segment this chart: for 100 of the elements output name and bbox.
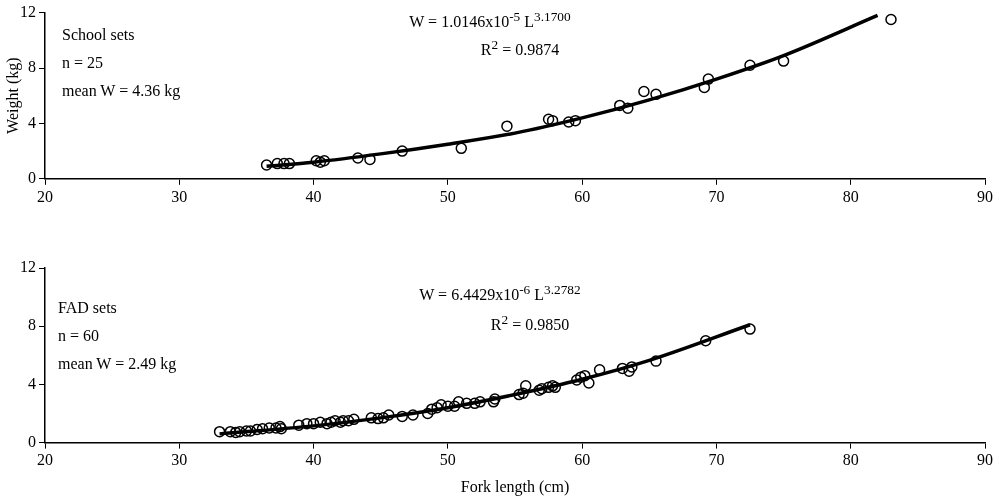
x-tick-label: 70 [708, 187, 725, 205]
point [448, 400, 461, 412]
annotation: n = 25 [62, 54, 104, 72]
point [364, 153, 376, 166]
point [342, 415, 355, 427]
y-tick-label: 0 [28, 432, 36, 450]
point [278, 157, 290, 170]
point [571, 374, 583, 386]
point [542, 381, 555, 394]
point [435, 399, 447, 411]
point [325, 416, 337, 428]
point [372, 412, 384, 425]
x-tick-label: 60 [574, 451, 591, 469]
point [650, 88, 662, 101]
x-tick-label: 30 [171, 187, 188, 205]
y-tick-label: 8 [28, 58, 36, 76]
point [271, 157, 284, 170]
point [579, 369, 591, 382]
x-tick-label: 20 [37, 187, 53, 205]
point [626, 361, 638, 373]
point [501, 120, 513, 132]
point [513, 388, 525, 401]
point [613, 99, 626, 112]
x-tick-label: 50 [439, 187, 456, 205]
point [583, 377, 595, 389]
point [519, 380, 532, 392]
point [452, 396, 465, 408]
x-tick-label: 40 [305, 187, 322, 205]
point [638, 85, 650, 98]
y-tick-label: 8 [28, 316, 36, 334]
point [622, 102, 634, 114]
point [885, 13, 897, 26]
point [562, 116, 575, 128]
point [569, 114, 582, 127]
point [699, 335, 712, 347]
y-tick-label: 4 [28, 374, 36, 392]
y-tick-label: 12 [20, 258, 36, 276]
y-tick-label: 12 [20, 2, 36, 20]
point [442, 400, 454, 412]
point [383, 409, 395, 421]
annotation: W = 6.4429x10$^{-6}$ L$^{3.2782}$ [419, 281, 581, 305]
point [425, 403, 438, 415]
point [213, 425, 226, 438]
point [702, 73, 715, 85]
point [307, 417, 320, 430]
point [616, 362, 629, 375]
point [575, 371, 587, 383]
point [460, 397, 473, 410]
annotation: R$^{2}$ = 0.9874 [480, 36, 560, 60]
point [256, 423, 269, 435]
point [301, 417, 313, 430]
point [421, 407, 434, 420]
point [229, 426, 242, 439]
x-tick-label: 20 [37, 451, 53, 469]
point [314, 156, 327, 168]
point [310, 155, 323, 167]
x-tick-label: 90 [977, 187, 993, 205]
x-tick-label: 40 [305, 451, 322, 469]
point [431, 401, 443, 414]
x-tick-label: 50 [439, 451, 456, 469]
point [348, 413, 360, 426]
point [517, 387, 529, 399]
point [251, 423, 263, 436]
point [270, 422, 282, 434]
y-tick-label: 0 [28, 169, 36, 186]
y-tick-label: 4 [28, 113, 36, 131]
point [244, 425, 257, 437]
y-axis-title: Weight (kg) [3, 57, 22, 134]
point [260, 159, 273, 171]
annotation: School sets [62, 26, 135, 44]
annotation: R$^{2}$ = 0.9850 [490, 311, 570, 335]
point [352, 152, 364, 164]
point [240, 425, 253, 437]
x-tick-label: 70 [708, 451, 725, 469]
point [650, 355, 662, 367]
x-tick-label: 80 [842, 187, 859, 205]
point [468, 397, 481, 410]
point [283, 157, 296, 170]
annotation: mean W = 2.49 kg [58, 355, 177, 373]
point [744, 59, 756, 71]
point [321, 417, 333, 430]
point [314, 416, 327, 428]
point [224, 425, 237, 438]
point [293, 419, 305, 431]
x-tick-label: 80 [842, 451, 859, 469]
point [546, 114, 559, 127]
x-tick-label: 30 [171, 451, 188, 469]
x-tick-label: 90 [977, 451, 993, 469]
x-axis-title: Fork length (cm) [460, 477, 570, 496]
point [318, 155, 331, 167]
point [233, 425, 246, 438]
point [698, 81, 711, 94]
point [474, 396, 486, 408]
point [263, 422, 276, 434]
point [777, 55, 790, 67]
annotation: mean W = 4.36 kg [62, 82, 181, 100]
point [542, 113, 555, 125]
annotation: W = 1.0146x10$^{-5}$ L$^{3.1700}$ [409, 8, 571, 32]
point [407, 409, 419, 421]
point [744, 323, 756, 335]
